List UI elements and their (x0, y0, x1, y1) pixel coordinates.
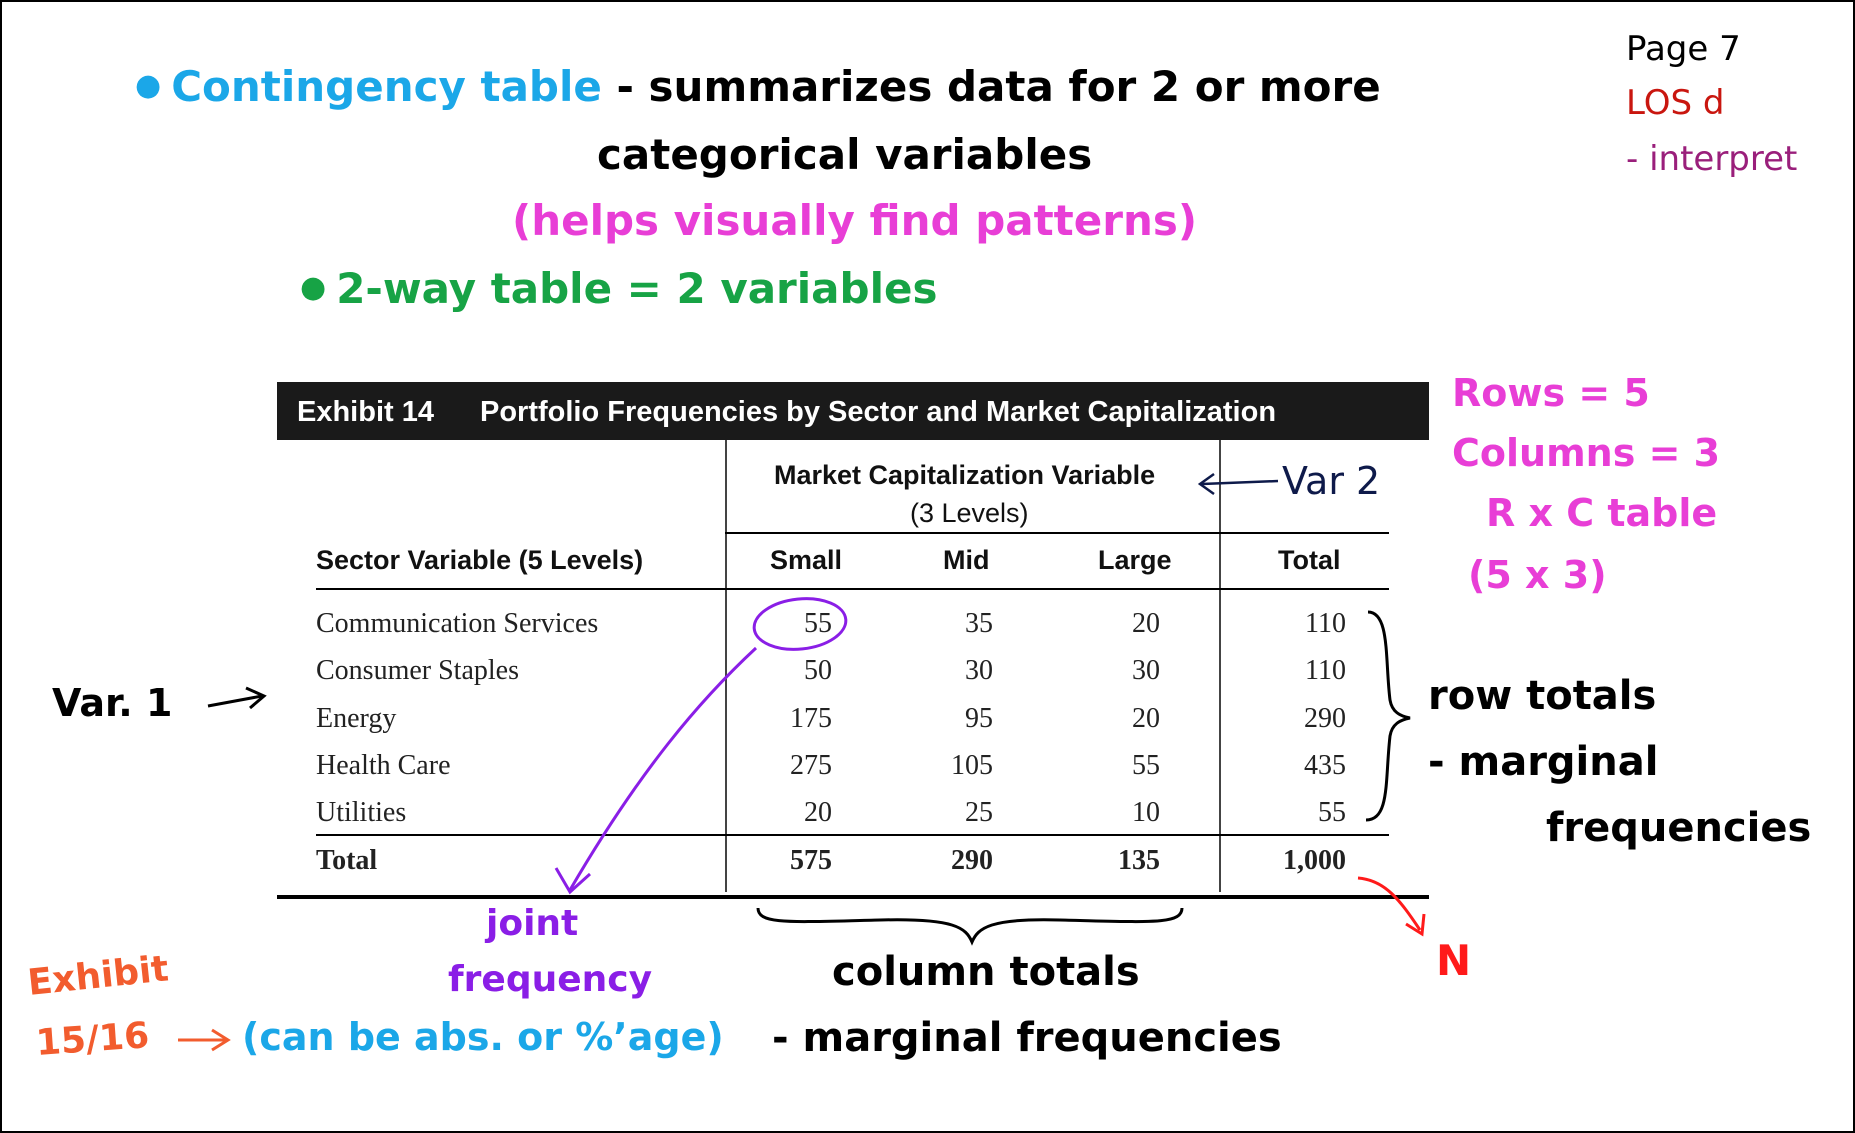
cell-value: 30 (1132, 655, 1160, 686)
contingency-definition-line: ● Contingency table - summarizes data for… (135, 66, 1381, 108)
bullet-icon: ● (300, 270, 327, 305)
row-totals-label: row totals (1428, 673, 1657, 719)
cell-value: 20 (1132, 608, 1160, 639)
rxc-note: R x C table (1486, 491, 1718, 535)
column-totals-label: column totals (832, 949, 1140, 995)
contingency-term: Contingency table (171, 62, 602, 111)
bullet-icon: ● (135, 68, 162, 103)
row-label: Consumer Staples (316, 655, 519, 686)
joint-cell-circle (752, 597, 848, 651)
total-value: 290 (951, 845, 993, 876)
var1-label: Var. 1 (52, 681, 173, 725)
header-bottom-rule (316, 588, 1389, 590)
cell-value: 25 (965, 797, 993, 828)
cell-value: 30 (965, 655, 993, 686)
los-verb: - interpret (1626, 139, 1798, 179)
frequency-label: frequency (448, 959, 653, 1000)
page-number: Page 7 (1626, 29, 1741, 69)
total-rule (316, 834, 1389, 836)
dimensions-note: (5 x 3) (1468, 553, 1607, 597)
los-label: LOS d (1626, 83, 1725, 123)
n-label: N (1436, 936, 1472, 985)
abs-or-percentage-note: (can be abs. or %’age) (242, 1015, 724, 1059)
exhibit-ref-arrow-head (211, 1028, 231, 1052)
joint-label: joint (486, 903, 579, 944)
cell-value: 435 (1304, 750, 1346, 781)
cell-value: 275 (790, 750, 832, 781)
var2-arrow-head (1197, 472, 1215, 496)
column-totals-marginal: - marginal frequencies (772, 1015, 1282, 1061)
var1-arrow-head (245, 686, 267, 710)
contingency-definition: - summarizes data for 2 or more (616, 62, 1381, 111)
cell-value: 175 (790, 703, 832, 734)
joint-arrow (568, 646, 758, 891)
col-header-total: Total (1278, 545, 1341, 575)
cell-value: 95 (965, 703, 993, 734)
exhibit-number: Exhibit 14 (297, 396, 434, 428)
row-totals-brace (1365, 610, 1411, 822)
row-label: Health Care (316, 750, 451, 781)
total-value: 135 (1118, 845, 1160, 876)
row-totals-marginal: - marginal (1428, 739, 1659, 785)
row-label: Communication Services (316, 608, 599, 639)
row-variable-label: Sector Variable (5 Levels) (316, 545, 644, 575)
cell-value: 50 (804, 655, 832, 686)
total-divider (1219, 440, 1221, 892)
two-way-note: ● 2-way table = 2 variables (300, 268, 937, 310)
table-bottom-rule (277, 895, 1429, 899)
cell-value: 55 (1132, 750, 1160, 781)
cell-value: 105 (951, 750, 993, 781)
exhibit-title-bar: Exhibit 14 Portfolio Frequencies by Sect… (277, 382, 1429, 440)
col-variable-levels: (3 Levels) (910, 498, 1029, 528)
cell-value: 55 (1318, 797, 1346, 828)
column-totals-brace (756, 907, 1184, 946)
contingency-aside: (helps visually find patterns) (512, 196, 1198, 245)
col-header-small: Small (770, 545, 843, 575)
var1-arrow (207, 694, 263, 708)
col-header-large: Large (1098, 545, 1172, 575)
total-value: 575 (790, 845, 832, 876)
contingency-definition-cont: categorical variables (597, 130, 1093, 179)
n-arrow (1357, 876, 1422, 931)
var2-label: Var 2 (1282, 459, 1381, 503)
grand-total-value: 1,000 (1283, 845, 1346, 876)
two-way-text: 2-way table = 2 variables (336, 264, 938, 313)
total-row-label: Total (316, 845, 378, 876)
rows-note: Rows = 5 (1452, 371, 1650, 415)
cell-value: 10 (1132, 797, 1160, 828)
row-label: Energy (316, 703, 397, 734)
cell-value: 20 (804, 797, 832, 828)
header-rule (725, 532, 1389, 534)
n-arrow-head (1405, 913, 1426, 937)
column-divider (725, 440, 727, 892)
col-variable-label: Market Capitalization Variable (774, 460, 1156, 490)
row-label: Utilities (316, 797, 407, 828)
col-header-mid: Mid (943, 545, 990, 575)
exhibit-title: Portfolio Frequencies by Sector and Mark… (480, 396, 1277, 428)
var2-arrow (1201, 479, 1279, 486)
cell-value: 55 (804, 608, 832, 639)
cell-value: 35 (965, 608, 993, 639)
joint-arrow-head (554, 867, 592, 895)
cell-value: 290 (1304, 703, 1346, 734)
row-totals-frequencies: frequencies (1546, 805, 1812, 851)
cell-value: 110 (1305, 655, 1346, 686)
columns-note: Columns = 3 (1452, 431, 1721, 475)
cell-value: 20 (1132, 703, 1160, 734)
cell-value: 110 (1305, 608, 1346, 639)
